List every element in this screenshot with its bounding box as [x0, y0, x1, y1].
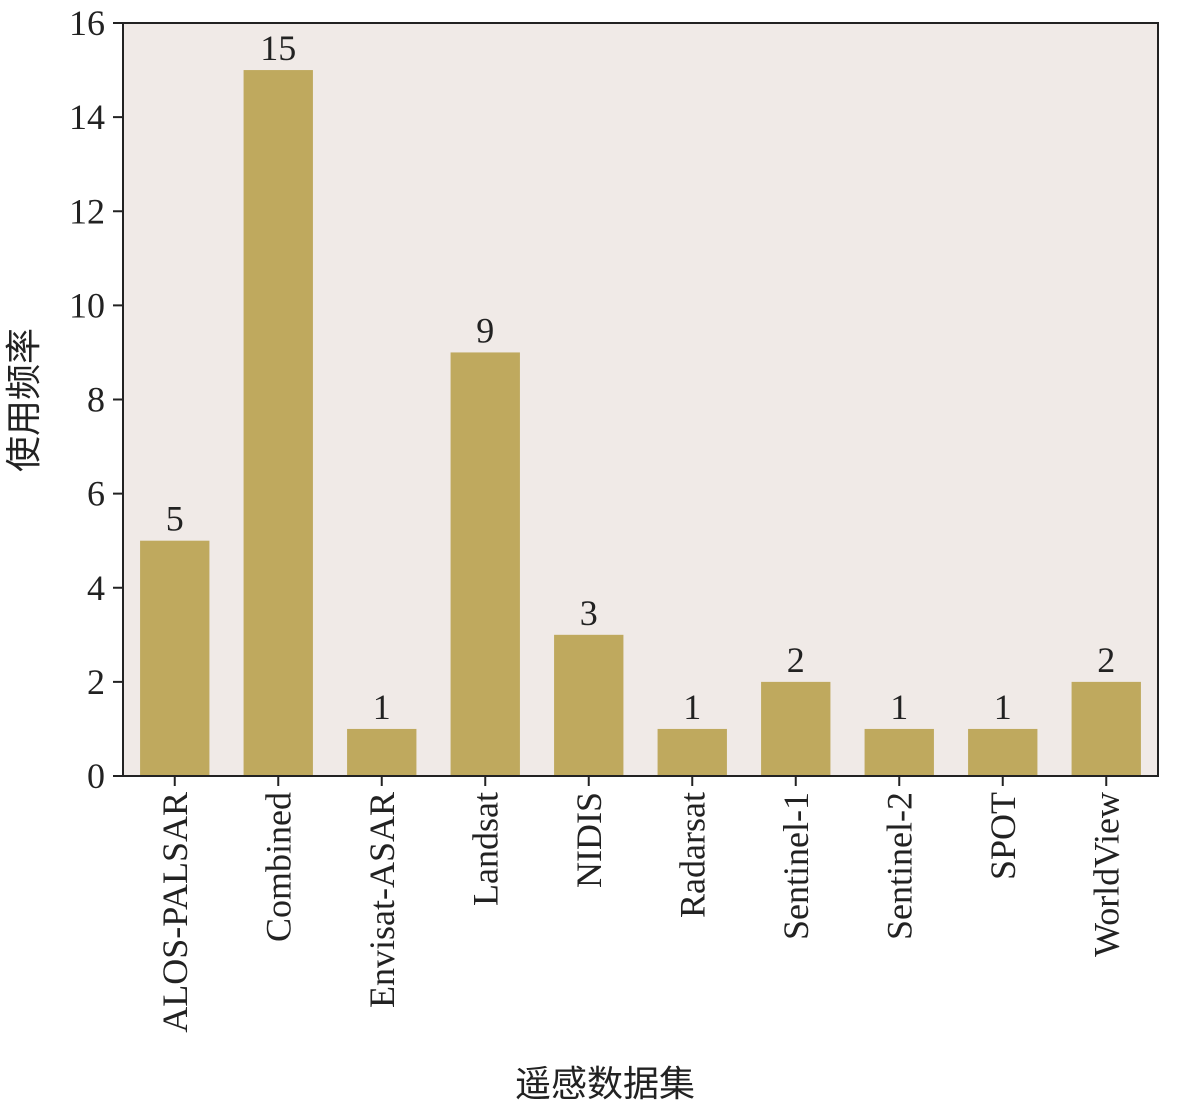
y-tick-label: 4 — [87, 568, 105, 608]
bar — [657, 728, 727, 776]
y-tick-label: 6 — [87, 474, 105, 514]
bar — [864, 728, 934, 776]
x-tick-label: Sentinel-1 — [776, 792, 816, 940]
y-tick-label: 14 — [69, 97, 105, 137]
bar — [140, 540, 210, 776]
x-tick-label: WorldView — [1086, 792, 1126, 957]
data-label: 1 — [890, 687, 908, 727]
bar — [968, 728, 1038, 776]
x-axis-label: 遥感数据集 — [515, 1064, 695, 1102]
bar — [450, 352, 520, 776]
x-tick-label: Landsat — [465, 792, 505, 906]
data-label: 15 — [260, 28, 296, 68]
x-tick-label: Envisat-ASAR — [362, 792, 402, 1008]
plot-frame — [122, 22, 1159, 777]
x-tick-label: Combined — [258, 792, 298, 942]
y-tick-label: 10 — [69, 285, 105, 325]
data-label: 9 — [476, 310, 494, 350]
x-tick-label: Radarsat — [672, 792, 712, 918]
bar — [347, 728, 417, 776]
data-label: 2 — [1097, 640, 1115, 680]
bar — [1071, 681, 1141, 776]
data-label: 2 — [787, 640, 805, 680]
data-label: 3 — [580, 593, 598, 633]
x-tick-label: Sentinel-2 — [879, 792, 919, 940]
y-tick-label: 0 — [87, 756, 105, 796]
data-label: 1 — [683, 687, 701, 727]
x-tick-label: NIDIS — [569, 792, 609, 888]
x-tick-label: SPOT — [983, 792, 1023, 880]
bar — [554, 634, 624, 776]
bar — [761, 681, 831, 776]
data-label: 5 — [166, 499, 184, 539]
y-tick-label: 12 — [69, 191, 105, 231]
x-tick-label: ALOS-PALSAR — [155, 792, 195, 1033]
data-label: 1 — [373, 687, 391, 727]
y-tick-label: 16 — [69, 3, 105, 43]
data-label: 1 — [994, 687, 1012, 727]
bar — [243, 70, 313, 776]
y-axis-label: 使用频率 — [4, 328, 44, 472]
y-tick-label: 2 — [87, 662, 105, 702]
y-tick-label: 8 — [87, 380, 105, 420]
